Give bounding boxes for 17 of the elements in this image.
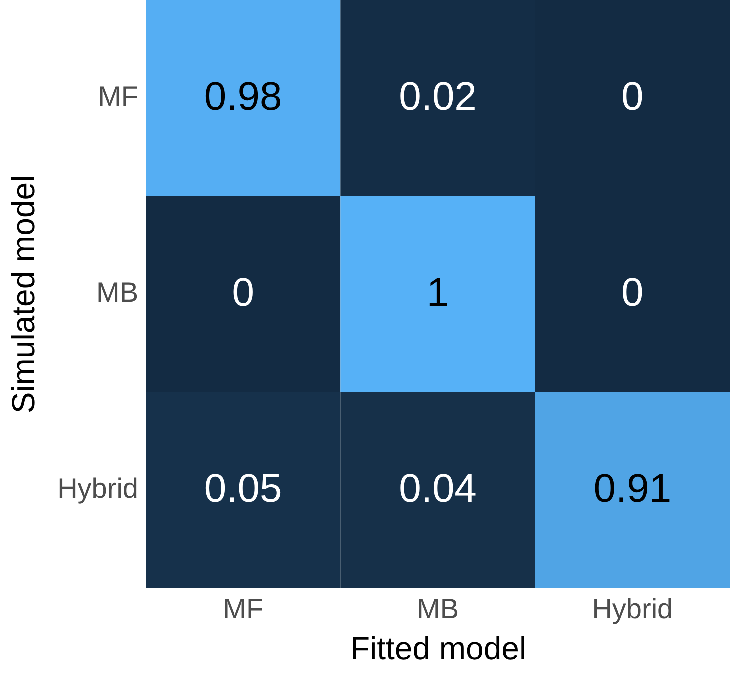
data-label: 1 [426,271,450,315]
data-label: 0 [232,271,254,315]
data-label: 0.05 [204,467,282,511]
x-axis-title: Fitted model [350,630,527,666]
y-tick-label: MF [98,81,138,112]
y-axis-title: Simulated model [6,175,42,414]
data-label: 0.04 [399,467,477,511]
data-label: 0.02 [399,75,477,119]
data-label: 0 [622,75,644,119]
y-tick-label: Hybrid [58,473,138,504]
x-tick-label: Hybrid [592,594,674,624]
x-tick-label: MF [223,594,264,624]
y-tick-label: MB [96,277,138,308]
data-label: 0.98 [204,75,282,119]
x-tick-label: MB [417,594,459,624]
data-label: 0 [622,271,644,315]
data-label: 0.91 [594,467,672,511]
